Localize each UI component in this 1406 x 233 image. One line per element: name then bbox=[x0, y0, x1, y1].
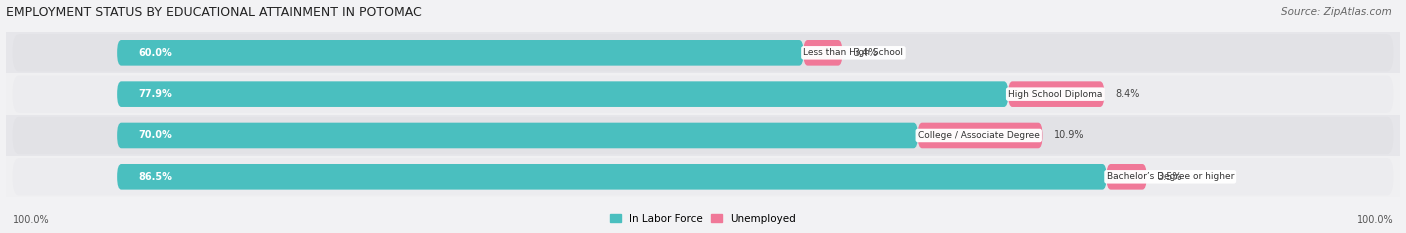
Legend: In Labor Force, Unemployed: In Labor Force, Unemployed bbox=[606, 209, 800, 228]
FancyBboxPatch shape bbox=[117, 164, 1107, 190]
Bar bbox=[6, 73, 1400, 115]
FancyBboxPatch shape bbox=[803, 40, 842, 66]
FancyBboxPatch shape bbox=[13, 75, 1393, 113]
Text: High School Diploma: High School Diploma bbox=[1008, 90, 1102, 99]
Text: EMPLOYMENT STATUS BY EDUCATIONAL ATTAINMENT IN POTOMAC: EMPLOYMENT STATUS BY EDUCATIONAL ATTAINM… bbox=[6, 6, 422, 19]
Text: 100.0%: 100.0% bbox=[13, 215, 49, 225]
Text: 60.0%: 60.0% bbox=[138, 48, 172, 58]
FancyBboxPatch shape bbox=[13, 117, 1393, 154]
FancyBboxPatch shape bbox=[1008, 81, 1104, 107]
Bar bbox=[6, 115, 1400, 156]
FancyBboxPatch shape bbox=[918, 123, 1042, 148]
Text: 86.5%: 86.5% bbox=[138, 172, 172, 182]
Text: 100.0%: 100.0% bbox=[1357, 215, 1393, 225]
Text: 8.4%: 8.4% bbox=[1115, 89, 1140, 99]
FancyBboxPatch shape bbox=[13, 158, 1393, 195]
FancyBboxPatch shape bbox=[117, 40, 803, 66]
Bar bbox=[6, 156, 1400, 198]
Text: 3.4%: 3.4% bbox=[853, 48, 877, 58]
Text: Less than High School: Less than High School bbox=[803, 48, 904, 57]
FancyBboxPatch shape bbox=[117, 123, 918, 148]
Text: 70.0%: 70.0% bbox=[138, 130, 172, 140]
Text: Source: ZipAtlas.com: Source: ZipAtlas.com bbox=[1281, 7, 1392, 17]
Text: 3.5%: 3.5% bbox=[1157, 172, 1182, 182]
FancyBboxPatch shape bbox=[1107, 164, 1146, 190]
Text: 77.9%: 77.9% bbox=[138, 89, 172, 99]
Text: Bachelor’s Degree or higher: Bachelor’s Degree or higher bbox=[1107, 172, 1234, 181]
FancyBboxPatch shape bbox=[13, 34, 1393, 72]
FancyBboxPatch shape bbox=[117, 81, 1008, 107]
Text: 10.9%: 10.9% bbox=[1053, 130, 1084, 140]
Text: College / Associate Degree: College / Associate Degree bbox=[918, 131, 1039, 140]
Bar bbox=[6, 32, 1400, 73]
